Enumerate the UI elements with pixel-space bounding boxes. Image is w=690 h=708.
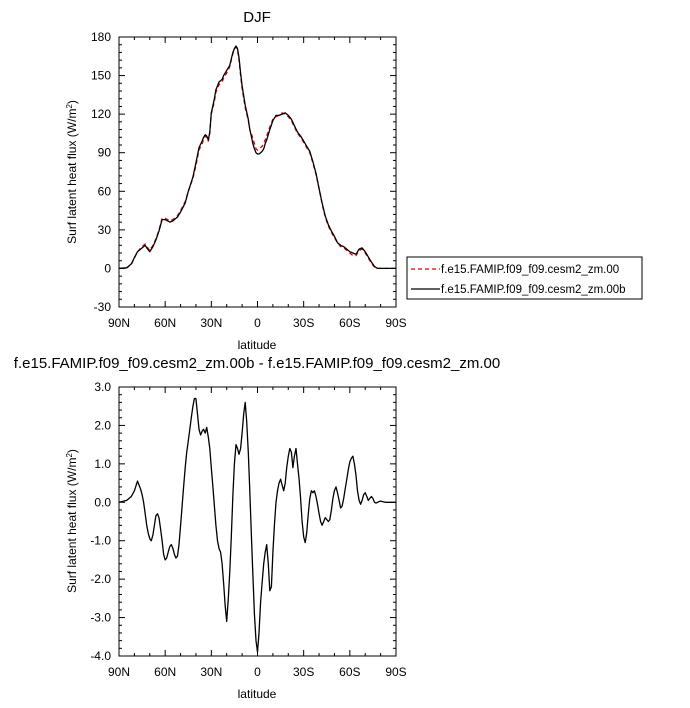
chart-2-x-tick-label-2: 30N <box>200 665 222 679</box>
chart-2-x-tick-label-3: 0 <box>254 665 261 679</box>
chart-1-x-tick-label-6: 90S <box>385 316 406 330</box>
chart-2-y-tick-label-7: 3.0 <box>94 380 111 394</box>
chart-2-ticks: 90N 60N 30N 0 30S 60S 90S -4.0 -3.0 -2.0 -1.0 0.0 1.… <box>90 380 406 679</box>
chart-1-x-tick-label-2: 30N <box>200 316 222 330</box>
chart-2-x-tick-label-4: 30S <box>293 665 314 679</box>
chart-1-series <box>118 45 396 270</box>
chart-2-y-axis-label: Surf latent heat flux (W/m2) <box>65 449 79 593</box>
chart-1-y-axis-label-end: ) <box>65 100 79 104</box>
chart-1-ticks: 90N 60N 30N 0 30S 60S 90S -30 0 30 60 90 120 150 180 <box>91 30 407 330</box>
chart-1-x-tick-label-5: 60S <box>339 316 360 330</box>
chart-1-y-tick-label-2: 30 <box>98 223 112 237</box>
chart-1-series-line-2 <box>118 45 396 270</box>
chart-1-x-tick-label-0: 90N <box>108 316 130 330</box>
chart-1-y-axis-label-sup: 2 <box>65 104 74 109</box>
chart-2-x-tick-label-6: 90S <box>385 665 406 679</box>
chart-1-x-tick-label-1: 60N <box>154 316 176 330</box>
chart-2-y-tick-label-3: -1.0 <box>90 534 111 548</box>
chart-1-y-axis-label-main: Surf latent heat flux (W/m <box>65 109 79 244</box>
chart-2-y-axis-label-sup: 2 <box>65 453 74 458</box>
legend-entry-series-1: f.e15.FAMIP.f09_f09.cesm2_zm.00 <box>441 264 619 276</box>
chart-1-y-tick-label-7: 180 <box>91 30 111 44</box>
legend-entry-series-2: f.e15.FAMIP.f09_f09.cesm2_zm.00b <box>441 284 626 296</box>
chart-1-plot-frame <box>118 36 397 308</box>
chart-2-x-axis-label: latitude <box>238 687 277 701</box>
chart-2-title: f.e15.FAMIP.f09_f09.cesm2_zm.00b - f.e15… <box>14 355 500 372</box>
chart-1-x-axis-label: latitude <box>238 338 277 352</box>
chart-1-x-tick-label-3: 0 <box>254 316 261 330</box>
chart-2-y-tick-label-6: 2.0 <box>94 418 111 432</box>
chart-1-legend: f.e15.FAMIP.f09_f09.cesm2_zm.00 f.e15.FA… <box>406 256 643 300</box>
chart-2-series-line-1 <box>118 397 396 653</box>
chart-2-x-tick-label-1: 60N <box>154 665 176 679</box>
chart-1: DJF 90N 60N 30N 0 30S 60S 90S -30 0 30 60 90 120 150 1… <box>65 9 643 352</box>
chart-1-y-tick-label-4: 90 <box>98 146 112 160</box>
chart-1-y-tick-label-0: -30 <box>94 300 112 314</box>
legend-box <box>406 256 643 300</box>
chart-2: f.e15.FAMIP.f09_f09.cesm2_zm.00b - f.e15… <box>14 355 500 701</box>
chart-2-y-axis-label-end: ) <box>65 449 79 453</box>
chart-1-y-tick-label-6: 150 <box>91 69 111 83</box>
chart-1-series-line-1 <box>118 46 396 270</box>
chart-2-y-tick-label-4: 0.0 <box>94 495 111 509</box>
chart-1-y-tick-label-5: 120 <box>91 107 111 121</box>
chart-2-plot-frame <box>118 386 397 657</box>
chart-1-title: DJF <box>243 9 271 26</box>
chart-2-y-tick-label-5: 1.0 <box>94 457 111 471</box>
chart-2-series <box>118 397 396 653</box>
chart-1-x-tick-label-4: 30S <box>293 316 314 330</box>
chart-2-x-tick-label-0: 90N <box>108 665 130 679</box>
chart-2-y-tick-label-0: -4.0 <box>90 649 111 663</box>
chart-1-y-tick-label-3: 60 <box>98 184 112 198</box>
chart-1-y-axis-label: Surf latent heat flux (W/m2) <box>65 100 79 244</box>
chart-2-y-tick-label-1: -3.0 <box>90 611 111 625</box>
chart-2-x-tick-label-5: 60S <box>339 665 360 679</box>
chart-2-y-tick-label-2: -2.0 <box>90 572 111 586</box>
chart-2-y-axis-label-main: Surf latent heat flux (W/m <box>65 458 79 593</box>
chart-1-y-tick-label-1: 0 <box>104 261 111 275</box>
